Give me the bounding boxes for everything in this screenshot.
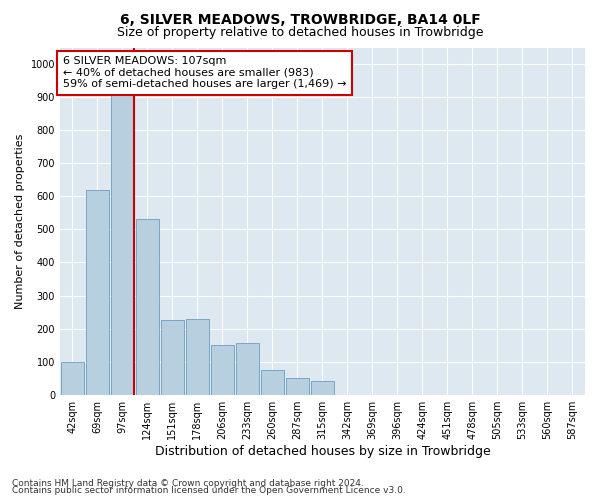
- Bar: [136, 220, 160, 394]
- Text: 6 SILVER MEADOWS: 107sqm
← 40% of detached houses are smaller (983)
59% of semi-: 6 SILVER MEADOWS: 107sqm ← 40% of detach…: [62, 56, 346, 90]
- Bar: [185, 318, 209, 394]
- Text: Contains public sector information licensed under the Open Government Licence v3: Contains public sector information licen…: [12, 486, 406, 495]
- Bar: [211, 345, 235, 395]
- Bar: [161, 320, 184, 394]
- X-axis label: Distribution of detached houses by size in Trowbridge: Distribution of detached houses by size …: [155, 444, 490, 458]
- Text: Size of property relative to detached houses in Trowbridge: Size of property relative to detached ho…: [117, 26, 483, 39]
- Bar: [236, 344, 259, 394]
- Bar: [86, 190, 109, 394]
- Bar: [260, 370, 284, 394]
- Bar: [110, 70, 134, 394]
- Bar: [61, 362, 84, 394]
- Bar: [311, 382, 334, 394]
- Text: Contains HM Land Registry data © Crown copyright and database right 2024.: Contains HM Land Registry data © Crown c…: [12, 478, 364, 488]
- Text: 6, SILVER MEADOWS, TROWBRIDGE, BA14 0LF: 6, SILVER MEADOWS, TROWBRIDGE, BA14 0LF: [119, 12, 481, 26]
- Bar: [286, 378, 310, 394]
- Y-axis label: Number of detached properties: Number of detached properties: [15, 134, 25, 309]
